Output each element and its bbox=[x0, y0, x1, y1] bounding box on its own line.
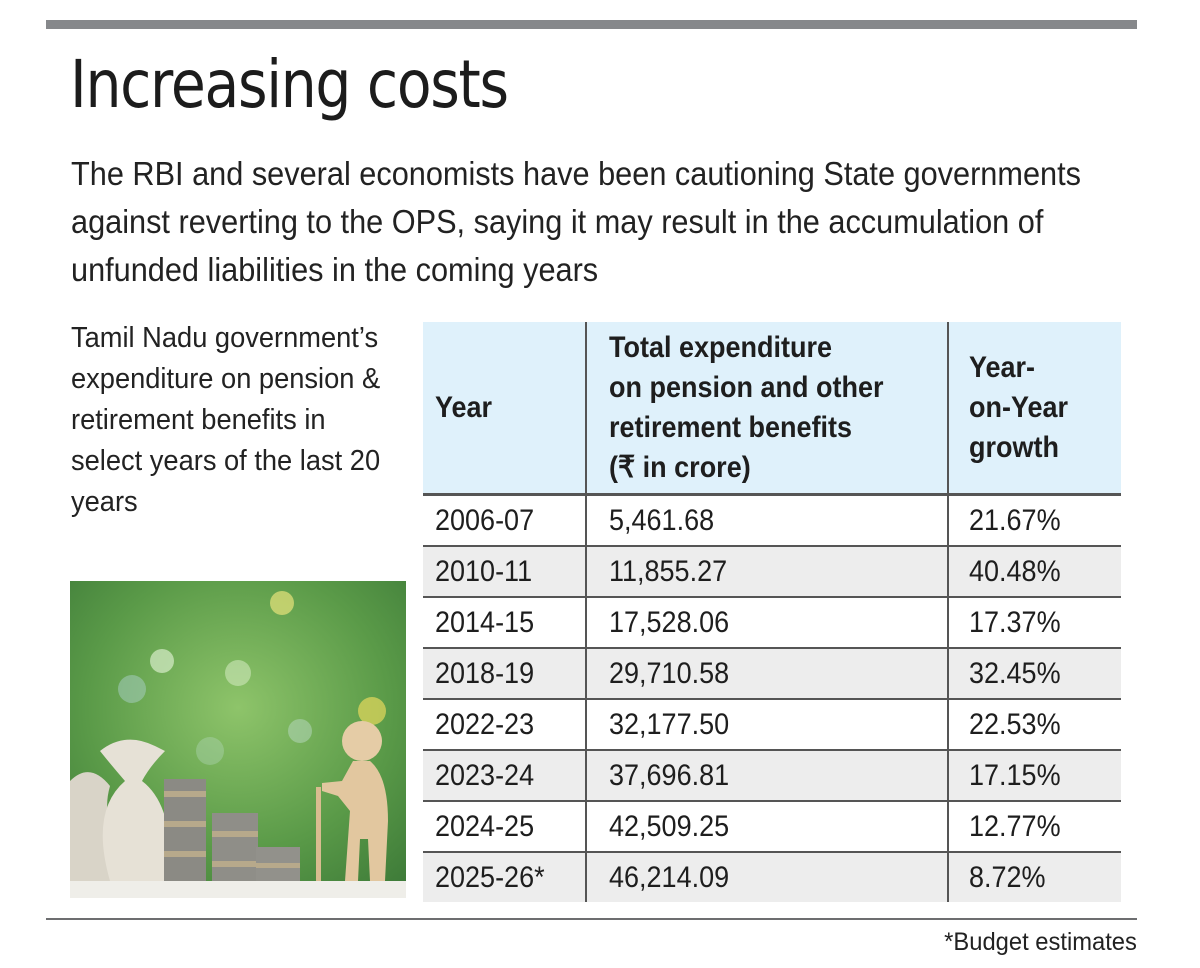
bottom-rule bbox=[46, 918, 1137, 920]
expenditure-cell-text: 46,214.09 bbox=[608, 860, 729, 894]
header-growth: Year- on-Year growth bbox=[946, 322, 1121, 495]
expenditure-cell-text: 37,696.81 bbox=[608, 758, 729, 792]
year-cell-text: 2018-19 bbox=[435, 656, 535, 690]
year-cell: 2006-07 bbox=[423, 493, 586, 546]
table-row: 2025-26* 46,214.09 8.72% bbox=[423, 851, 1121, 902]
header-expenditure: Total expenditure on pension and other r… bbox=[584, 322, 948, 495]
expenditure-cell-text: 17,528.06 bbox=[608, 605, 729, 639]
growth-cell: 17.15% bbox=[946, 749, 1121, 801]
pension-expenditure-table: Year Total expenditure on pension and ot… bbox=[423, 322, 1121, 902]
header-year: Year bbox=[423, 322, 586, 495]
expenditure-cell: 32,177.50 bbox=[584, 698, 948, 750]
expenditure-cell: 17,528.06 bbox=[584, 596, 948, 648]
expenditure-cell-text: 5,461.68 bbox=[608, 503, 714, 537]
expenditure-cell: 42,509.25 bbox=[584, 800, 948, 852]
growth-cell-text: 17.37% bbox=[968, 605, 1061, 639]
expenditure-cell: 5,461.68 bbox=[584, 493, 948, 546]
retirement-savings-photo bbox=[70, 581, 406, 898]
year-cell: 2018-19 bbox=[423, 647, 586, 699]
year-cell-text: 2014-15 bbox=[435, 605, 535, 639]
year-cell: 2022-23 bbox=[423, 698, 586, 750]
growth-cell-text: 32.45% bbox=[968, 656, 1061, 690]
table-header-row: Year Total expenditure on pension and ot… bbox=[423, 322, 1121, 495]
growth-cell: 22.53% bbox=[946, 698, 1121, 750]
expenditure-cell-text: 11,855.27 bbox=[608, 554, 727, 588]
growth-cell: 12.77% bbox=[946, 800, 1121, 852]
growth-cell-text: 21.67% bbox=[968, 503, 1061, 537]
table-row: 2023-24 37,696.81 17.15% bbox=[423, 749, 1121, 801]
expenditure-cell-text: 42,509.25 bbox=[608, 809, 729, 843]
growth-cell: 17.37% bbox=[946, 596, 1121, 648]
growth-cell: 32.45% bbox=[946, 647, 1121, 699]
table-row: 2006-07 5,461.68 21.67% bbox=[423, 493, 1121, 546]
expenditure-cell: 46,214.09 bbox=[584, 851, 948, 902]
year-cell-text: 2022-23 bbox=[435, 707, 535, 741]
year-cell: 2014-15 bbox=[423, 596, 586, 648]
growth-cell-text: 8.72% bbox=[968, 860, 1046, 894]
table-row: 2024-25 42,509.25 12.77% bbox=[423, 800, 1121, 852]
growth-cell-text: 12.77% bbox=[968, 809, 1061, 843]
expenditure-cell: 37,696.81 bbox=[584, 749, 948, 801]
growth-cell: 40.48% bbox=[946, 545, 1121, 597]
year-cell: 2023-24 bbox=[423, 749, 586, 801]
page-title: Increasing costs bbox=[70, 46, 509, 123]
expenditure-cell-text: 29,710.58 bbox=[608, 656, 729, 690]
footnote: *Budget estimates bbox=[944, 928, 1137, 956]
year-cell-text: 2023-24 bbox=[435, 758, 535, 792]
expenditure-cell: 29,710.58 bbox=[584, 647, 948, 699]
table-row: 2022-23 32,177.50 22.53% bbox=[423, 698, 1121, 750]
year-cell-text: 2024-25 bbox=[435, 809, 535, 843]
retirement-savings-illustration-icon bbox=[70, 581, 406, 898]
side-description: Tamil Nadu government’s expenditure on p… bbox=[71, 322, 381, 518]
growth-cell-text: 40.48% bbox=[968, 554, 1061, 588]
growth-cell-text: 17.15% bbox=[968, 758, 1061, 792]
year-cell-text: 2025-26* bbox=[435, 860, 545, 894]
year-cell: 2010-11 bbox=[423, 545, 586, 597]
year-cell: 2025-26* bbox=[423, 851, 586, 902]
growth-cell: 21.67% bbox=[946, 493, 1121, 546]
table-row: 2014-15 17,528.06 17.37% bbox=[423, 596, 1121, 648]
year-cell-text: 2010-11 bbox=[435, 554, 533, 588]
year-cell: 2024-25 bbox=[423, 800, 586, 852]
table-row: 2018-19 29,710.58 32.45% bbox=[423, 647, 1121, 699]
growth-cell: 8.72% bbox=[946, 851, 1121, 902]
top-rule bbox=[46, 20, 1137, 29]
expenditure-cell: 11,855.27 bbox=[584, 545, 948, 597]
table-row: 2010-11 11,855.27 40.48% bbox=[423, 545, 1121, 597]
subtitle: The RBI and several economists have been… bbox=[71, 155, 1081, 288]
growth-cell-text: 22.53% bbox=[968, 707, 1061, 741]
expenditure-cell-text: 32,177.50 bbox=[608, 707, 729, 741]
year-cell-text: 2006-07 bbox=[435, 503, 535, 537]
